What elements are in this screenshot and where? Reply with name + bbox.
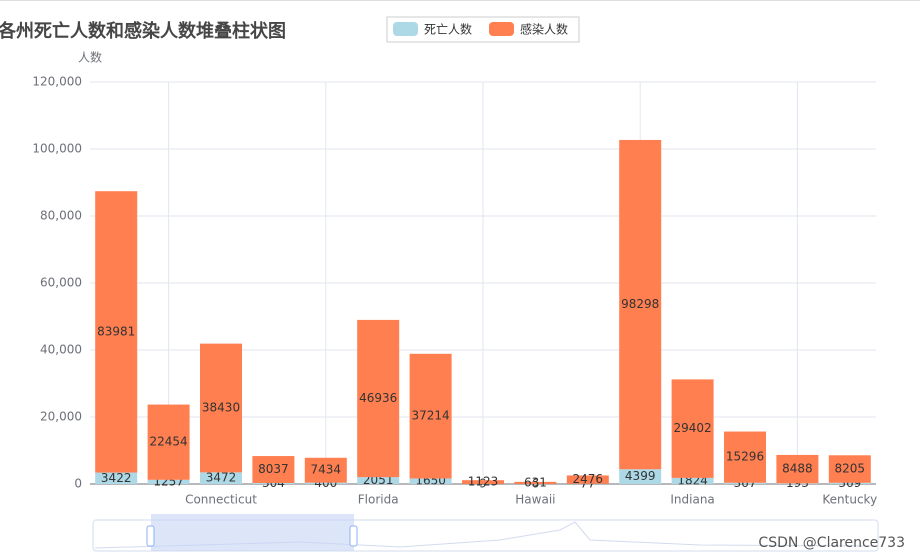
data-label: 83981: [97, 324, 135, 338]
bar-segment: [252, 482, 295, 484]
bar-segment: [147, 479, 190, 484]
data-label: 8488: [782, 462, 813, 476]
zoom-handle[interactable]: [146, 525, 155, 547]
data-label: 7434: [311, 463, 342, 477]
bar-segment: [776, 454, 819, 484]
bar-segment: [95, 472, 138, 484]
x-tick-label: Hawaii: [515, 493, 555, 507]
data-zoom: [92, 514, 879, 552]
bar-segment: [252, 456, 295, 483]
bar-segment: [671, 477, 714, 484]
bar-segment: [828, 482, 871, 484]
y-tick-label: 40,000: [40, 343, 82, 357]
watermark: CSDN @Clarence733: [758, 535, 905, 551]
bar-segment: [566, 475, 609, 484]
x-tick-label: Indiana: [670, 493, 714, 507]
y-tick-label: 100,000: [32, 142, 82, 156]
zoom-handle[interactable]: [349, 525, 358, 547]
data-label: 631: [524, 475, 547, 489]
x-tick-label: Connecticut: [185, 493, 257, 507]
data-label: 38430: [202, 400, 240, 414]
data-label: 4399: [625, 469, 656, 483]
bar-segment: [514, 481, 557, 484]
data-label: 3472: [206, 471, 237, 485]
legend-label: 死亡人数: [424, 22, 472, 37]
bar-segment: [304, 482, 347, 484]
bar-segment: [200, 343, 242, 473]
legend-swatch: [489, 22, 514, 36]
y-tick-label: 0: [74, 477, 82, 491]
data-label: 46936: [359, 391, 397, 405]
bar-segment: [147, 404, 190, 480]
bar-segment: [828, 455, 871, 483]
data-label: 37214: [412, 409, 450, 423]
y-tick-label: 20,000: [40, 410, 82, 424]
data-label: 98298: [621, 297, 659, 311]
bar-segment: [724, 431, 766, 483]
bar-segment: [95, 191, 138, 473]
bar-segment: [357, 319, 400, 478]
legend-swatch: [393, 22, 418, 36]
y-tick-label: 60,000: [40, 276, 82, 290]
legend-box: [386, 16, 580, 43]
data-label: 2476: [573, 472, 604, 486]
y-tick-label: 80,000: [40, 209, 82, 223]
bar-segment: [671, 379, 714, 478]
zoom-window[interactable]: [151, 514, 354, 551]
x-tick-label: Florida: [358, 493, 399, 507]
bar-segment: [357, 477, 400, 484]
bar-segment: [200, 472, 242, 484]
data-label: 8037: [258, 462, 289, 476]
data-label: 3422: [101, 471, 132, 485]
data-label: 22454: [150, 435, 188, 449]
chart-title: 各州死亡人数和感染人数堆叠柱状图: [0, 20, 286, 42]
y-tick-label: 120,000: [32, 75, 82, 89]
data-label: 8205: [835, 462, 866, 476]
data-label: 15296: [726, 450, 764, 464]
bar-segment: [724, 482, 766, 484]
bar-segment: [619, 469, 662, 484]
bar-segment: [619, 139, 662, 470]
bar-segment: [462, 480, 504, 484]
bar-segment: [776, 483, 819, 484]
bar-segment: [409, 478, 452, 484]
data-label: 29402: [674, 421, 712, 435]
legend-label: 感染人数: [520, 22, 568, 37]
y-axis-name: 人数: [78, 50, 102, 65]
x-tick-label: Kentucky: [822, 493, 877, 507]
bar-segment: [409, 353, 452, 479]
data-label: 1123: [468, 475, 499, 489]
bar-segment: [304, 457, 347, 483]
